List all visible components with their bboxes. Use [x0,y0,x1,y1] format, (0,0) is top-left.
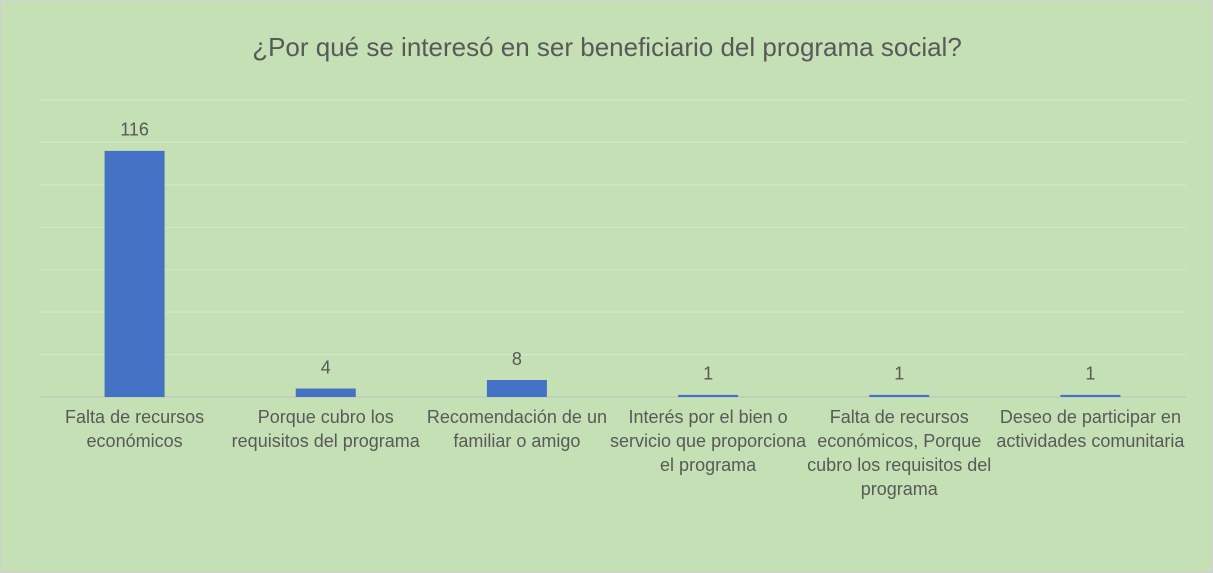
data-label: 8 [512,349,522,369]
chart-title: ¿Por qué se interesó en ser beneficiario… [252,32,962,62]
x-tick-label: Deseo de participar en actividades comun… [996,407,1185,451]
bar [678,394,739,397]
x-tick-label: Recomendación de un familiar o amigo [426,407,607,451]
data-label: 1 [894,364,904,384]
x-tick-label: Falta de recursos económicos, Porque cub… [807,407,992,499]
x-tick-label: Porque cubro los requisitos del programa [231,407,420,451]
x-tick-label: Interés por el bien o servicio que propo… [610,407,807,475]
data-label: 116 [120,120,149,140]
data-label: 4 [321,357,331,377]
bar [104,150,165,397]
data-label: 1 [703,364,713,384]
bar [1060,394,1121,397]
bar [869,394,930,397]
bar [295,388,356,397]
bar [486,380,547,397]
x-tick-label: Falta de recursos económicos [65,407,205,451]
data-label: 1 [1085,364,1095,384]
